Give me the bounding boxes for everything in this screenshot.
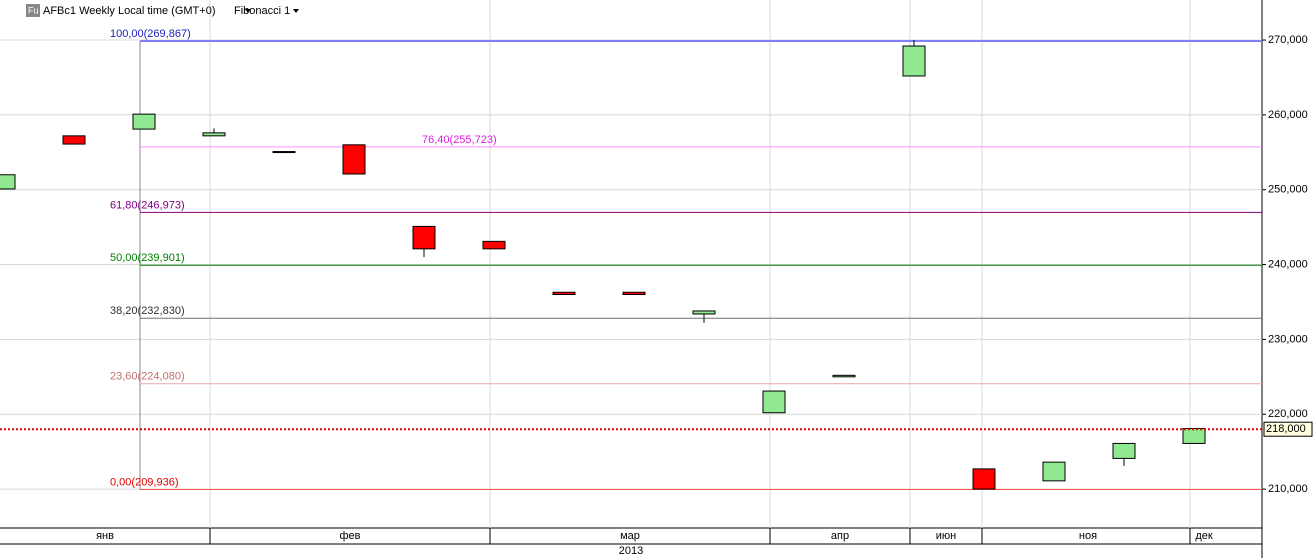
month-label: фев xyxy=(339,530,360,542)
y-tick-label: 260,000 xyxy=(1268,109,1308,121)
chart-title[interactable]: AFBc1 Weekly Local time (GMT+0) xyxy=(43,5,215,17)
dropdown-arrow[interactable] xyxy=(293,9,299,13)
candle-body xyxy=(62,135,86,145)
y-tick-label: 210,000 xyxy=(1268,483,1308,495)
candle-body xyxy=(132,113,156,130)
study-name[interactable]: Fibonacci 1 xyxy=(234,5,290,17)
candle-body xyxy=(972,468,996,490)
dropdown-arrow[interactable] xyxy=(245,9,251,13)
candle-body xyxy=(0,174,16,190)
candle-body xyxy=(482,240,506,250)
fib-label: 50,00(239,901) xyxy=(110,252,185,264)
y-tick-label: 220,000 xyxy=(1268,408,1308,420)
candle-body xyxy=(1112,442,1136,459)
current-price-box xyxy=(1263,421,1313,437)
month-label: июн xyxy=(936,530,956,542)
candle-body xyxy=(762,390,786,414)
y-tick-label: 250,000 xyxy=(1268,184,1308,196)
fib-label: 61,80(246,973) xyxy=(110,199,185,211)
y-tick-label: 230,000 xyxy=(1268,333,1308,345)
candle-body xyxy=(1042,461,1066,482)
month-label: мар xyxy=(620,530,640,542)
candle-body xyxy=(202,132,226,137)
fib-label: 76,40(255,723) xyxy=(422,134,497,146)
month-label: дек xyxy=(1195,530,1213,542)
candle-body xyxy=(902,45,926,77)
fib-label: 38,20(232,830) xyxy=(110,305,185,317)
month-label: янв xyxy=(96,530,114,542)
current-price-label: 218,000 xyxy=(1266,423,1306,435)
candle-body xyxy=(552,291,576,295)
candle-body xyxy=(1182,427,1206,444)
badge-text: Fu xyxy=(28,5,39,15)
fib-label: 23,60(224,080) xyxy=(110,371,185,383)
candle-body xyxy=(412,225,436,250)
month-label: ноя xyxy=(1079,530,1097,542)
symbol-badge xyxy=(26,4,40,17)
candle-body xyxy=(622,291,646,295)
candle-body xyxy=(272,151,296,154)
fib-label: 0,00(209,936) xyxy=(110,476,179,488)
month-label: апр xyxy=(831,530,849,542)
candle-body xyxy=(832,374,856,378)
candle-body xyxy=(692,310,716,315)
candle-body xyxy=(342,144,366,175)
y-tick-label: 270,000 xyxy=(1268,34,1308,46)
year-label: 2013 xyxy=(619,545,643,557)
fib-label: 100,00(269,867) xyxy=(110,28,191,40)
y-tick-label: 240,000 xyxy=(1268,258,1308,270)
